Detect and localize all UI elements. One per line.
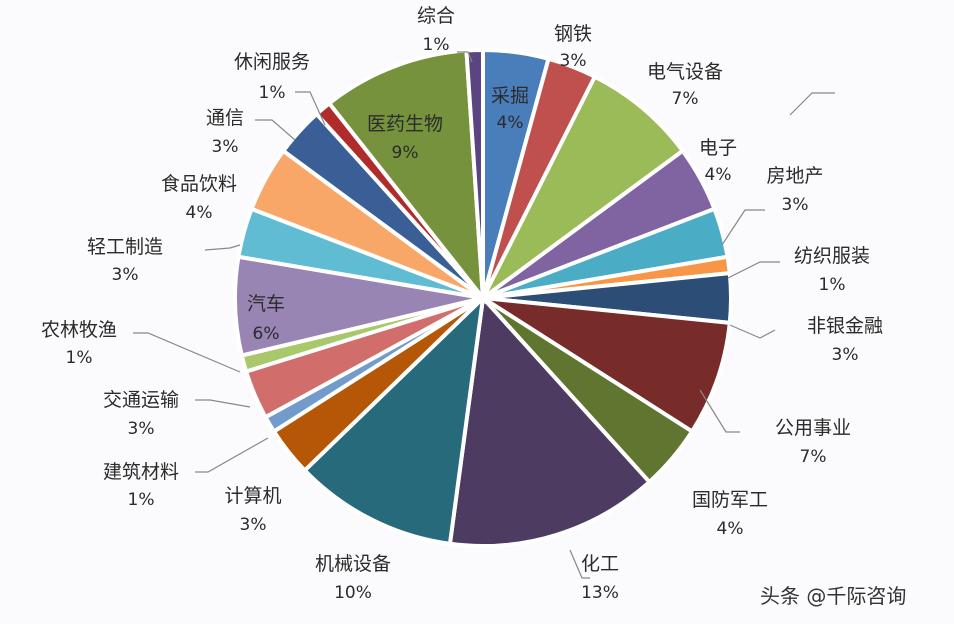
svg-text:4%: 4%: [717, 519, 744, 539]
pie-slice: [481, 73, 686, 300]
svg-text:化工: 化工: [581, 553, 619, 575]
svg-text:国防军工: 国防军工: [692, 489, 768, 511]
slice-label-guofangjungong: 国防军工 4%: [692, 489, 768, 539]
pie-slice: [326, 48, 486, 305]
pie-slices: [233, 47, 733, 548]
svg-text:建筑材料: 建筑材料: [103, 461, 179, 483]
svg-text:3%: 3%: [782, 195, 809, 215]
pie-slice: [447, 293, 653, 548]
slice-label-qiche: 汽车 6%: [247, 293, 285, 344]
pie-slice: [481, 296, 732, 435]
slice-label-nonglinmuyu: 农林牧渔 1%: [41, 319, 117, 368]
svg-text:交通运输: 交通运输: [103, 389, 179, 411]
slice-label-gangtie: 钢铁 3%: [554, 23, 592, 71]
slice-label-shipinyinliao: 食品饮料 4%: [161, 173, 237, 223]
svg-text:电气设备: 电气设备: [647, 61, 723, 83]
leader-lines: [133, 51, 835, 579]
svg-text:7%: 7%: [672, 89, 699, 109]
svg-text:6%: 6%: [253, 324, 280, 344]
slice-label-fangdichan: 房地产 3%: [766, 165, 823, 215]
svg-text:3%: 3%: [128, 419, 155, 439]
slice-label-jisuanji: 计算机 3%: [224, 485, 281, 535]
svg-text:纺织服装: 纺织服装: [794, 245, 870, 267]
svg-text:3%: 3%: [112, 265, 139, 285]
slice-label-qinggongzhizao: 轻工制造 3%: [87, 236, 163, 285]
svg-text:1%: 1%: [259, 83, 286, 103]
svg-text:3%: 3%: [240, 515, 267, 535]
svg-text:7%: 7%: [800, 447, 827, 467]
svg-text:公用事业: 公用事业: [775, 417, 851, 439]
svg-text:1%: 1%: [128, 490, 155, 510]
svg-text:1%: 1%: [819, 275, 846, 295]
slice-label-feiyinjinrong: 非银金融 3%: [807, 315, 883, 365]
svg-text:4%: 4%: [186, 203, 213, 223]
slice-label-caijue: 采掘 4%: [491, 85, 529, 133]
svg-text:农林牧渔: 农林牧渔: [41, 319, 117, 341]
pie-slice: [301, 292, 486, 547]
svg-text:3%: 3%: [212, 137, 239, 157]
svg-text:通信: 通信: [206, 107, 244, 129]
svg-text:1%: 1%: [66, 348, 93, 368]
svg-text:电子: 电子: [699, 137, 737, 159]
slice-label-dianqishebei: 电气设备 7%: [647, 61, 723, 109]
slice-label-jixieshebei: 机械设备 10%: [315, 553, 391, 603]
slice-label-huagong: 化工 13%: [581, 553, 619, 603]
svg-text:综合: 综合: [417, 5, 455, 27]
svg-text:3%: 3%: [560, 51, 587, 71]
slice-label-zonghe: 综合 1%: [417, 5, 455, 55]
svg-text:采掘: 采掘: [491, 85, 529, 107]
slice-label-jiaotongyunshu: 交通运输 3%: [103, 389, 179, 439]
svg-text:轻工制造: 轻工制造: [87, 236, 163, 258]
svg-text:机械设备: 机械设备: [315, 553, 391, 575]
slice-label-fangzhifuzhuang: 纺织服装 1%: [794, 245, 870, 295]
slice-label-yiyaoshengwu: 医药生物 9%: [367, 113, 443, 163]
watermark-credit: 头条 @千际咨询: [760, 584, 907, 608]
svg-text:1%: 1%: [423, 35, 450, 55]
svg-text:9%: 9%: [392, 143, 419, 163]
svg-text:4%: 4%: [497, 113, 524, 133]
svg-text:食品饮料: 食品饮料: [161, 173, 237, 195]
svg-text:3%: 3%: [832, 345, 859, 365]
svg-text:非银金融: 非银金融: [807, 315, 883, 337]
svg-text:休闲服务: 休闲服务: [234, 51, 310, 73]
svg-text:计算机: 计算机: [224, 485, 281, 507]
slice-label-gongyongshiye: 公用事业 7%: [775, 417, 851, 467]
svg-text:4%: 4%: [705, 165, 732, 185]
slice-label-jianzhucailiao: 建筑材料 1%: [103, 461, 179, 510]
pie-slice: [464, 47, 485, 299]
svg-text:医药生物: 医药生物: [367, 113, 443, 135]
svg-text:房地产: 房地产: [766, 165, 823, 187]
svg-text:10%: 10%: [334, 583, 372, 603]
svg-text:汽车: 汽车: [247, 293, 285, 315]
slice-label-tongxin: 通信 3%: [206, 107, 244, 157]
svg-text:13%: 13%: [581, 583, 619, 603]
svg-text:钢铁: 钢铁: [554, 23, 592, 45]
slice-label-dianzi: 电子 4%: [699, 137, 737, 185]
slice-label-xiuxianfuwu: 休闲服务 1%: [234, 51, 310, 103]
